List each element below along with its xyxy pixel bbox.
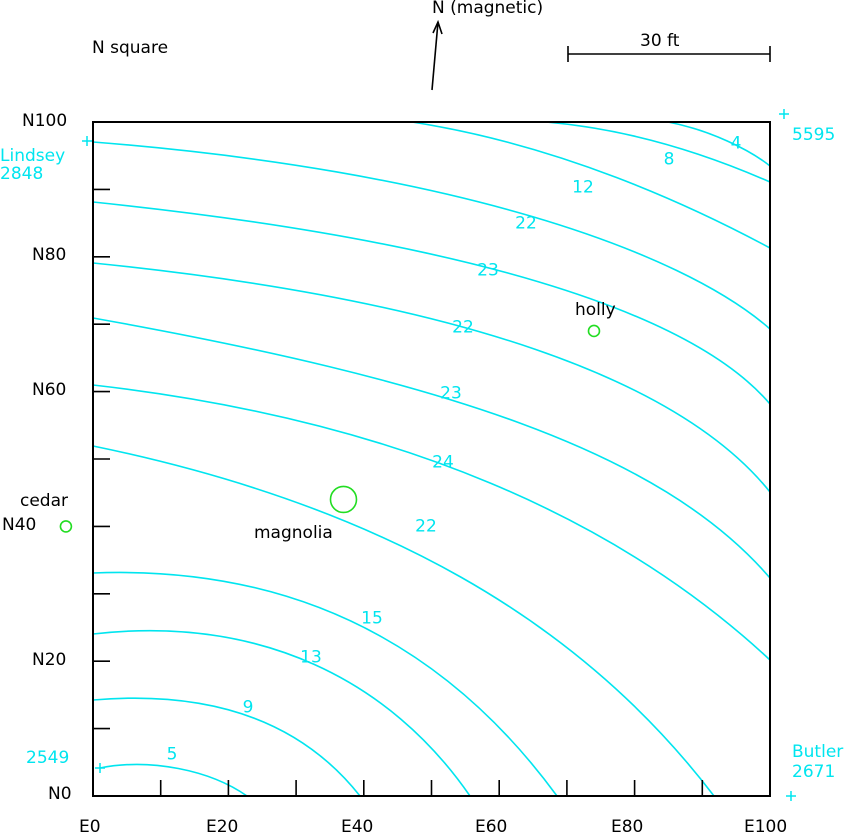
map-title: N square xyxy=(92,38,169,58)
y-tick-label: N40 xyxy=(2,515,37,535)
corner-marker-top-right xyxy=(779,109,789,119)
contour-line xyxy=(92,571,558,797)
tree-label-cedar: cedar xyxy=(20,491,69,511)
corner-name-bottom-right: Butler xyxy=(792,742,844,762)
contour-line xyxy=(92,445,715,797)
contour-line xyxy=(92,630,471,797)
y-tick-label: N80 xyxy=(32,245,67,265)
contour-label: 8 xyxy=(663,149,675,170)
contour-label: 23 xyxy=(477,260,499,281)
contour-label: 9 xyxy=(242,697,254,718)
contour-label: 22 xyxy=(515,213,537,234)
x-tick-label: E80 xyxy=(611,817,644,837)
corner-marker-top-left xyxy=(82,136,92,146)
contour-line xyxy=(92,262,771,493)
contour-line xyxy=(545,121,771,183)
corner-marker-bottom-right xyxy=(786,791,796,801)
contour-label: 13 xyxy=(300,647,322,668)
corner-id-top-right: 5595 xyxy=(792,125,836,145)
contour-label: 22 xyxy=(415,516,437,537)
contour-lines xyxy=(92,121,771,797)
x-tick-label: E20 xyxy=(206,817,239,837)
contour-line xyxy=(92,384,771,661)
corner-marker-bottom-left xyxy=(95,763,105,773)
contour-line xyxy=(92,201,771,405)
contour-line xyxy=(92,317,771,579)
contour-label: 22 xyxy=(452,317,474,338)
contour-line xyxy=(92,141,771,330)
contour-line xyxy=(411,121,771,249)
corner-id-bottom-left: 2549 xyxy=(26,748,70,768)
x-tick-label: E100 xyxy=(744,817,788,837)
y-tick-label: N0 xyxy=(48,784,72,804)
north-arrow xyxy=(431,19,443,91)
x-tick-label: E40 xyxy=(341,817,374,837)
contour-label: 4 xyxy=(730,133,742,154)
contour-line xyxy=(99,763,248,797)
corner-name-top-left: Lindsey xyxy=(0,146,66,166)
corner-markers xyxy=(82,109,796,801)
axis-ticks xyxy=(93,188,704,796)
tree-marker-magnolia xyxy=(329,485,358,514)
contour-label: 12 xyxy=(572,177,594,198)
tree-marker-cedar xyxy=(59,520,73,533)
y-tick-label: N60 xyxy=(32,380,67,400)
contour-label: 24 xyxy=(432,452,454,473)
contour-label: 23 xyxy=(440,383,462,404)
contour-label: 15 xyxy=(361,608,383,629)
x-tick-label: E0 xyxy=(79,817,101,837)
contour-label: 5 xyxy=(166,744,178,765)
scale-label: 30 ft xyxy=(640,31,680,51)
corner-id-top-left: 2848 xyxy=(0,164,44,184)
y-tick-label: N100 xyxy=(22,111,68,131)
corner-id-bottom-right: 2671 xyxy=(792,762,836,782)
contour-line xyxy=(92,697,361,797)
tree-label-holly: holly xyxy=(575,300,616,320)
tree-markers xyxy=(59,324,601,533)
contour-line xyxy=(667,121,771,167)
scale-bar xyxy=(567,46,771,62)
y-tick-label: N20 xyxy=(32,650,67,670)
tree-marker-holly xyxy=(587,324,601,338)
tree-label-magnolia: magnolia xyxy=(254,523,333,543)
x-tick-label: E60 xyxy=(475,817,508,837)
north-label: N (magnetic) xyxy=(432,0,544,18)
